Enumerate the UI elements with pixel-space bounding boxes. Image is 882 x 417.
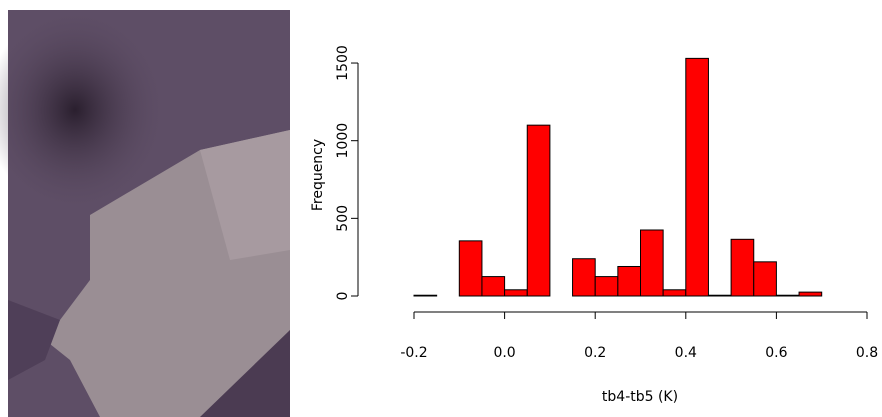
x-tick-label: 0.6	[765, 345, 787, 361]
x-tick-label: 0.0	[493, 345, 515, 361]
bar	[775, 294, 800, 297]
y-tick-label: 0	[335, 292, 351, 301]
bar	[753, 261, 777, 297]
bar	[617, 265, 641, 297]
y-tick-label: 1500	[335, 45, 351, 81]
x-axis-label: tb4-tb5 (K)	[602, 389, 678, 405]
bar	[730, 238, 755, 297]
bar	[640, 229, 664, 297]
bar	[504, 289, 528, 297]
x-tick-label: -0.2	[400, 345, 427, 361]
bar	[662, 289, 687, 297]
bar	[572, 258, 596, 297]
bar	[707, 294, 732, 297]
bar	[594, 276, 619, 297]
bar	[526, 124, 551, 297]
x-tick-label: 0.2	[584, 345, 606, 361]
bar	[413, 294, 438, 297]
x-tick-label: 0.8	[856, 345, 878, 361]
bar	[458, 240, 483, 297]
y-tick-label: 1000	[335, 123, 351, 159]
satellite-image	[0, 10, 290, 417]
y-tick-label: 500	[335, 205, 351, 232]
bar	[481, 276, 506, 297]
bar	[798, 291, 823, 297]
bar	[685, 57, 709, 297]
x-tick-label: 0.4	[675, 345, 697, 361]
y-axis-label: Frequency	[310, 139, 326, 211]
